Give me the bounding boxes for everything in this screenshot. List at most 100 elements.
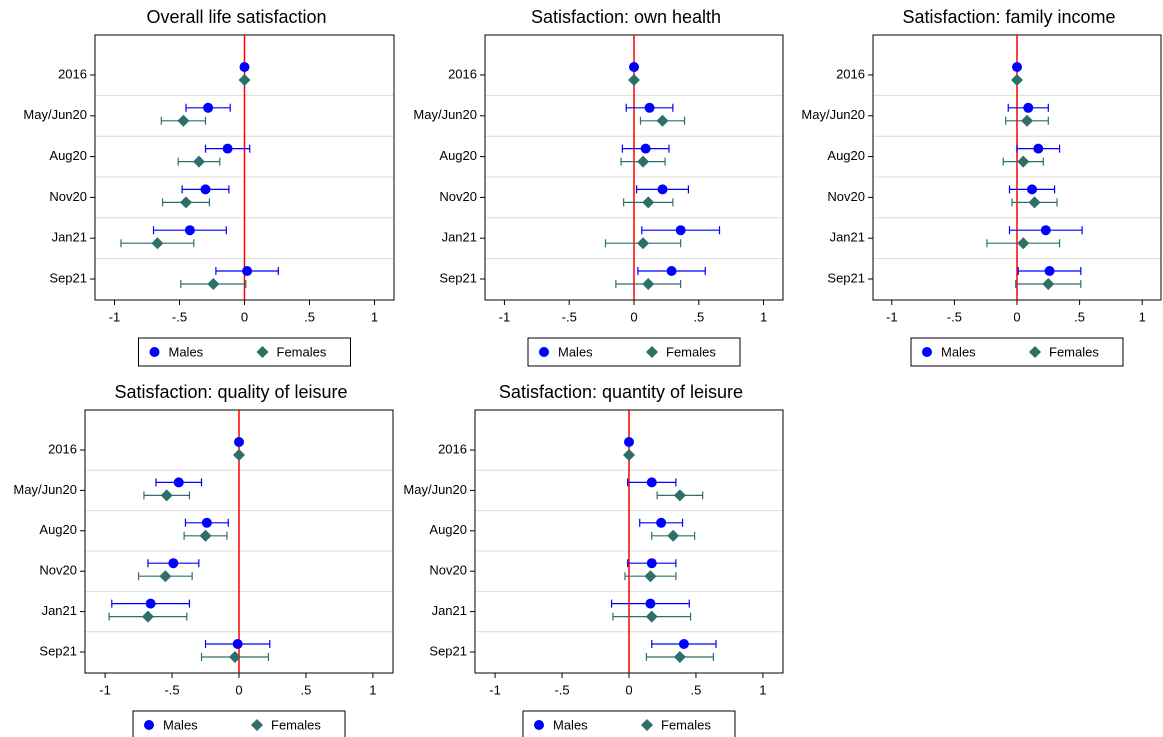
x-tick-label: -1	[499, 309, 511, 324]
legend-marker	[1029, 346, 1041, 358]
point	[637, 155, 650, 168]
point	[177, 114, 190, 127]
x-tick-label: .5	[304, 309, 315, 324]
point	[673, 651, 686, 663]
legend-frame	[138, 337, 351, 367]
point	[145, 598, 156, 609]
y-tick-label: Nov20	[439, 189, 477, 204]
y-tick-label: Sep21	[827, 270, 865, 285]
point	[1033, 143, 1044, 154]
y-tick-label: Jan21	[830, 230, 865, 245]
point	[180, 196, 192, 209]
x-tick-label: .5	[693, 309, 704, 324]
legend-label: Females	[1049, 344, 1099, 359]
legend-marker	[646, 346, 658, 358]
y-tick-label: May/Jun20	[413, 107, 477, 122]
point	[656, 114, 669, 127]
y-tick-label: May/Jun20	[23, 107, 87, 122]
x-tick-label: 1	[760, 309, 767, 324]
panel: Satisfaction: family income -1 -.5 0 .5 1 2016…	[801, 7, 1162, 367]
point	[1023, 102, 1034, 113]
y-tick-label: Aug20	[439, 148, 477, 163]
legend-marker	[144, 720, 154, 730]
x-tick-label: .5	[691, 682, 702, 697]
y-tick-label: 2016	[48, 441, 77, 456]
point	[645, 598, 656, 609]
point	[222, 143, 233, 154]
point	[657, 184, 668, 195]
point	[667, 529, 680, 542]
legend-marker	[534, 720, 544, 730]
legend-frame	[522, 710, 736, 737]
point	[232, 639, 243, 649]
y-tick-label: May/Jun20	[403, 482, 467, 497]
y-tick-label: Aug20	[39, 522, 77, 537]
chart-title: Satisfaction: family income	[902, 7, 1115, 27]
panel: Satisfaction: own health -1 -.5 0 .5 1 2016 May…	[413, 7, 784, 367]
y-tick-label: Sep21	[49, 270, 87, 285]
y-tick-label: Jan21	[52, 230, 87, 245]
point	[234, 437, 244, 447]
panel: Overall life satisfaction -1 -.5 0 .5 1 2016 Ma…	[23, 7, 395, 367]
x-tick-label: -.5	[562, 309, 577, 324]
point	[151, 237, 164, 250]
point	[629, 62, 639, 72]
x-tick-label: 1	[371, 309, 378, 324]
point	[646, 558, 657, 569]
legend-label: Males	[163, 717, 198, 732]
point	[193, 155, 205, 168]
x-tick-label: 0	[235, 682, 242, 697]
point	[159, 570, 172, 583]
point	[673, 489, 686, 502]
point	[637, 237, 650, 250]
point	[644, 102, 655, 113]
point	[645, 610, 658, 623]
x-tick-label: 0	[1013, 309, 1020, 324]
point	[141, 610, 154, 623]
point	[201, 517, 212, 528]
point	[678, 639, 689, 649]
y-tick-label: Jan21	[432, 603, 467, 618]
x-tick-label: -.5	[164, 682, 179, 697]
y-tick-label: 2016	[836, 66, 865, 81]
y-tick-label: Aug20	[49, 148, 87, 163]
y-tick-label: 2016	[438, 441, 467, 456]
point	[200, 184, 211, 195]
chart-title: Satisfaction: quantity of leisure	[499, 382, 743, 402]
x-tick-label: 0	[630, 309, 637, 324]
point	[628, 74, 640, 86]
x-tick-label: 0	[625, 682, 632, 697]
point	[168, 558, 179, 569]
legend-marker	[922, 347, 932, 357]
point	[1028, 196, 1041, 209]
point	[656, 517, 667, 528]
y-tick-label: Nov20	[49, 189, 87, 204]
point	[239, 62, 250, 72]
point	[1017, 237, 1030, 250]
legend-marker	[256, 346, 269, 358]
legend-label: Males	[558, 344, 593, 359]
x-tick-label: 1	[369, 682, 376, 697]
point	[160, 489, 173, 502]
x-tick-label: .5	[301, 682, 312, 697]
point	[1012, 62, 1022, 72]
point	[1021, 114, 1034, 127]
point	[203, 102, 214, 113]
point	[642, 278, 655, 290]
y-tick-label: May/Jun20	[13, 482, 77, 497]
point	[207, 278, 220, 290]
x-tick-label: -.5	[947, 309, 962, 324]
point	[1027, 184, 1038, 195]
y-tick-label: Jan21	[42, 603, 77, 618]
legend-label: Females	[666, 344, 716, 359]
y-tick-label: 2016	[448, 66, 477, 81]
y-tick-label: Nov20	[827, 189, 865, 204]
legend-marker	[641, 719, 653, 731]
legend-label: Males	[941, 344, 976, 359]
y-tick-label: Sep21	[429, 643, 467, 658]
point	[644, 570, 657, 583]
point	[199, 529, 212, 542]
x-tick-label: .5	[1074, 309, 1085, 324]
point	[242, 266, 253, 276]
chart-title: Satisfaction: own health	[531, 7, 721, 27]
